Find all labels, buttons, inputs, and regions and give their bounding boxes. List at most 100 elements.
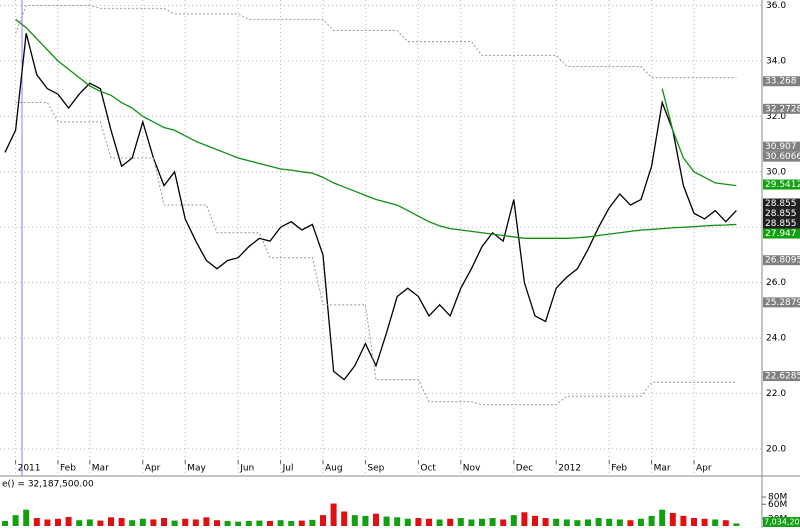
volume-bar [33,518,40,526]
volume-bar [298,520,305,526]
volume-bar [383,516,390,526]
volume-bar [659,509,666,526]
volume-bar [373,513,379,526]
volume-bar [712,519,719,526]
volume-bar [76,520,83,526]
x-tick-label: Feb [60,464,76,474]
volume-bar [669,512,676,526]
price-label-box [763,371,800,382]
price-label-box [763,208,800,219]
x-tick-label: Dec [516,464,533,474]
y-tick-label: 24.0 [766,334,786,344]
price-label: 33.268 [765,77,797,87]
price-label-box [763,151,800,162]
volume-bar [245,520,252,526]
volume-last-box [763,517,800,527]
price-label: 27.947 [765,229,797,239]
price-label: 22.6285 [765,372,800,382]
volume-bar [521,512,528,526]
price-label-box [763,103,800,114]
volume-bar [171,520,178,526]
volume-title: e() = 32,187,500.00 [2,480,94,490]
volume-bar [23,509,30,526]
price-label-box [763,228,800,239]
y-tick-label: 32.0 [766,112,786,122]
volume-bar [214,520,220,526]
price-label: 29.5412 [765,180,800,190]
volume-bar [55,518,61,526]
volume-bar [616,519,623,526]
price-label: 28.855 [765,219,797,229]
volume-bar [426,518,432,526]
volume-bar [436,519,443,526]
volume-bar [65,516,72,526]
price-label: 28.855 [765,209,797,219]
x-tick-label: Oct [420,464,436,474]
volume-bar [182,518,189,526]
price-label: 32.2728 [765,104,800,114]
volume-last-label: 7,034,200 [764,518,800,527]
series-line [15,102,737,406]
volume-bar [394,517,401,526]
volume-bar [701,518,708,526]
volume-bar [129,520,136,526]
price-label-box [763,179,800,190]
x-tick-label: Nov [463,464,481,474]
volume-bar [532,515,538,526]
volume-bar [139,518,146,526]
price-label-box [763,198,800,209]
volume-bar [86,519,93,526]
price-panel [0,0,762,460]
price-label-box [763,76,800,87]
price-label: 25.2879 [765,298,800,308]
series-line [661,88,737,187]
price-label: 26.8095 [765,256,800,266]
volume-bar [500,519,507,526]
volume-bar [553,518,560,526]
x-tick-label: May [187,464,206,474]
y-tick-label: 22.0 [766,389,786,399]
volume-bar [341,511,348,526]
volume-bar [267,520,273,526]
volume-bar [277,520,284,526]
volume-bar [44,519,51,526]
volume-bar [574,520,581,526]
volume-bar [627,520,634,526]
volume-bar [563,519,570,526]
volume-bar [97,520,104,526]
volume-bar [585,519,591,526]
volume-bar [648,515,655,526]
volume-bar [510,515,517,526]
volume-bar [415,518,422,526]
x-tick-label: Mar [654,464,671,474]
price-label: 30.907 [765,142,797,152]
y-tick-label: 34.0 [766,56,786,66]
series-line [15,18,737,239]
volume-bar [108,517,114,526]
price-label: 28.855 [765,199,797,209]
volume-bar [288,520,295,526]
volume-bar [638,518,644,526]
x-tick-label: Apr [696,464,712,474]
volume-tick-label: 80M [768,493,787,503]
volume-bar [362,515,369,526]
y-tick-label: 20.0 [766,444,786,454]
volume-bar [595,518,602,526]
volume-bar [489,518,496,526]
y-tick-label: 26.0 [766,278,786,288]
volume-bar [680,515,687,526]
volume-bar [542,518,549,526]
volume-bar [351,515,358,526]
x-tick-label: Jun [239,464,254,474]
x-tick-label: Mar [92,464,109,474]
x-tick-label: Feb [611,464,627,474]
price-label: 30.6066 [765,152,800,162]
x-tick-label: Apr [145,464,161,474]
x-tick-label: Jul [282,464,294,474]
volume-bar [468,519,475,526]
x-tick-label: Aug [325,464,343,474]
volume-bar [12,515,19,526]
volume-bar [479,518,485,526]
volume-bar [118,518,125,526]
